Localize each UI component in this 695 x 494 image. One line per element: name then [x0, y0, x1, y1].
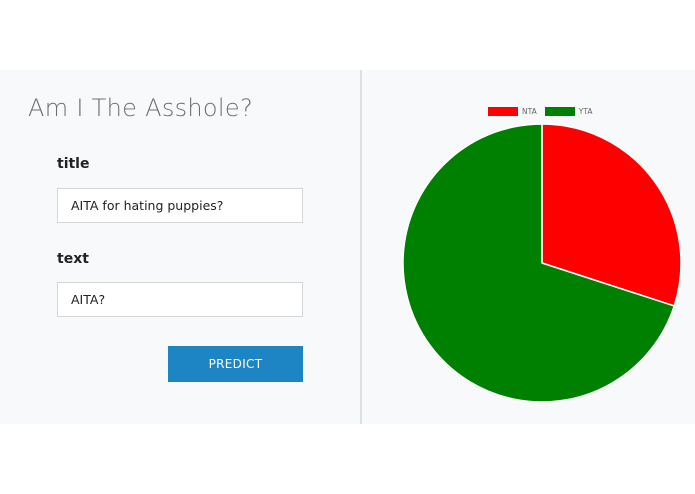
title-field-label: title — [57, 156, 90, 172]
title-input[interactable] — [57, 188, 303, 223]
chart-legend: NTA YTA — [488, 106, 592, 116]
panel-divider — [360, 70, 362, 424]
legend-swatch-nta — [488, 106, 518, 116]
text-input[interactable] — [57, 282, 303, 317]
legend-label-nta: NTA — [522, 106, 537, 116]
legend-item-nta[interactable]: NTA — [488, 106, 537, 116]
text-field-label: text — [57, 251, 89, 267]
predict-button[interactable]: PREDICT — [168, 346, 303, 382]
legend-label-yta: YTA — [578, 106, 593, 116]
legend-item-yta[interactable]: YTA — [544, 106, 593, 116]
input-panel: Am I The Asshole? title text PREDICT — [0, 70, 360, 424]
pie-slice-nta[interactable] — [541, 123, 682, 307]
legend-swatch-yta — [544, 106, 575, 116]
page-title: Am I The Asshole? — [28, 94, 253, 122]
pie-slice-yta[interactable] — [402, 123, 676, 403]
app-container: Am I The Asshole? title text PREDICT NTA… — [0, 70, 695, 424]
pie-chart — [402, 123, 682, 403]
chart-panel: NTA YTA — [362, 70, 695, 424]
